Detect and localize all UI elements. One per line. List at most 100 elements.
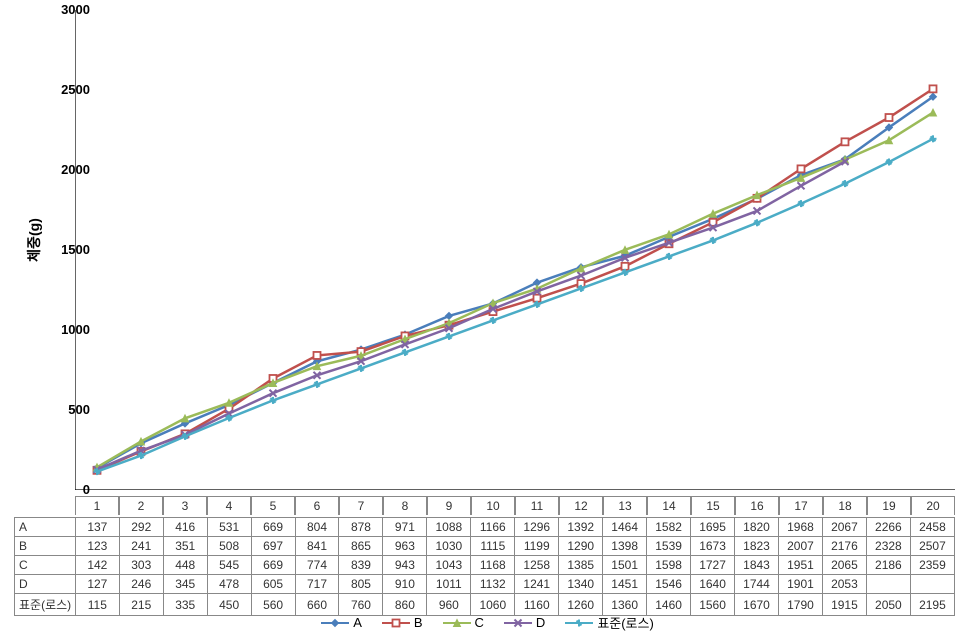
table-row: B123241351508697841865963103011151199129…	[15, 537, 955, 556]
table-cell: 878	[339, 518, 383, 537]
table-cell: 1199	[515, 537, 559, 556]
x-tick: 6	[295, 496, 339, 515]
table-cell: 1132	[471, 575, 515, 594]
x-tick-row: 1234567891011121314151617181920	[75, 496, 955, 515]
y-tick: 1500	[30, 242, 90, 257]
y-tick: 2500	[30, 82, 90, 97]
table-cell: 292	[119, 518, 163, 537]
table-cell: 1011	[427, 575, 471, 594]
table-cell: 697	[251, 537, 295, 556]
x-tick: 4	[207, 496, 251, 515]
table-cell: 1598	[647, 556, 691, 575]
table-cell: 508	[207, 537, 251, 556]
table-cell: 1392	[559, 518, 603, 537]
legend-item: B	[382, 615, 423, 630]
legend-line-icon	[565, 622, 593, 624]
table-cell: 2065	[822, 556, 866, 575]
table-cell: 1296	[515, 518, 559, 537]
table-cell: 241	[119, 537, 163, 556]
x-tick: 17	[779, 496, 823, 515]
x-tick: 18	[823, 496, 867, 515]
table-cell: 142	[75, 556, 119, 575]
table-cell: 2007	[778, 537, 822, 556]
x-tick: 13	[603, 496, 647, 515]
legend-label: D	[536, 615, 545, 630]
x-tick: 1	[75, 496, 119, 515]
data-table: A137292416531669804878971108811661296139…	[14, 517, 955, 616]
x-tick: 9	[427, 496, 471, 515]
x-tick: 10	[471, 496, 515, 515]
table-cell	[866, 575, 910, 594]
x-tick: 16	[735, 496, 779, 515]
legend-item: C	[443, 615, 484, 630]
table-cell: 2067	[822, 518, 866, 537]
x-tick: 2	[119, 496, 163, 515]
table-cell: 717	[295, 575, 339, 594]
table-cell: 1030	[427, 537, 471, 556]
row-header: D	[15, 575, 76, 594]
table-cell: 123	[75, 537, 119, 556]
table-cell: 531	[207, 518, 251, 537]
legend: A B C D 표준(로스)	[0, 612, 975, 633]
table-cell: 1695	[691, 518, 735, 537]
table-cell: 2507	[910, 537, 954, 556]
table-cell: 1820	[735, 518, 779, 537]
table-cell: 2458	[910, 518, 954, 537]
legend-label: A	[353, 615, 362, 630]
table-cell: 1241	[515, 575, 559, 594]
x-tick: 8	[383, 496, 427, 515]
table-cell: 841	[295, 537, 339, 556]
table-cell: 669	[251, 518, 295, 537]
chart-container: 체중(g) 050010001500200025003000 123456789…	[0, 0, 975, 636]
y-tick: 500	[30, 402, 90, 417]
table-cell: 345	[163, 575, 207, 594]
table-cell: 2053	[822, 575, 866, 594]
table-cell: 865	[339, 537, 383, 556]
legend-item: A	[321, 615, 362, 630]
table-cell: 1166	[471, 518, 515, 537]
table-cell: 839	[339, 556, 383, 575]
table-cell: 1823	[735, 537, 779, 556]
table-cell: 303	[119, 556, 163, 575]
table-cell: 1744	[735, 575, 779, 594]
x-tick: 12	[559, 496, 603, 515]
table-cell: 1115	[471, 537, 515, 556]
table-row: A137292416531669804878971108811661296139…	[15, 518, 955, 537]
table-cell: 246	[119, 575, 163, 594]
x-tick: 3	[163, 496, 207, 515]
table-cell: 1464	[603, 518, 647, 537]
y-tick: 2000	[30, 162, 90, 177]
table-cell: 1546	[647, 575, 691, 594]
row-header: B	[15, 537, 76, 556]
table-cell: 2176	[822, 537, 866, 556]
table-cell: 1398	[603, 537, 647, 556]
table-row: D127246345478605717805910101111321241134…	[15, 575, 955, 594]
y-tick: 0	[30, 482, 90, 497]
table-cell: 478	[207, 575, 251, 594]
table-cell: 1501	[603, 556, 647, 575]
table-cell: 1168	[471, 556, 515, 575]
chart-plot-area	[75, 10, 955, 490]
table-cell: 545	[207, 556, 251, 575]
table-cell: 1968	[778, 518, 822, 537]
legend-label: 표준(로스)	[597, 613, 654, 632]
table-cell: 805	[339, 575, 383, 594]
table-cell: 1673	[691, 537, 735, 556]
table-cell: 2359	[910, 556, 954, 575]
table-cell: 1843	[735, 556, 779, 575]
table-cell: 1640	[691, 575, 735, 594]
row-header: A	[15, 518, 76, 537]
y-tick: 1000	[30, 322, 90, 337]
table-row: C142303448545669774839943104311681258138…	[15, 556, 955, 575]
table-cell: 943	[383, 556, 427, 575]
table-cell: 1451	[603, 575, 647, 594]
table-cell	[910, 575, 954, 594]
x-tick: 5	[251, 496, 295, 515]
legend-label: B	[414, 615, 423, 630]
table-cell: 2186	[866, 556, 910, 575]
legend-line-icon	[321, 622, 349, 624]
table-cell: 1290	[559, 537, 603, 556]
x-tick: 7	[339, 496, 383, 515]
table-cell: 448	[163, 556, 207, 575]
table-cell: 1088	[427, 518, 471, 537]
